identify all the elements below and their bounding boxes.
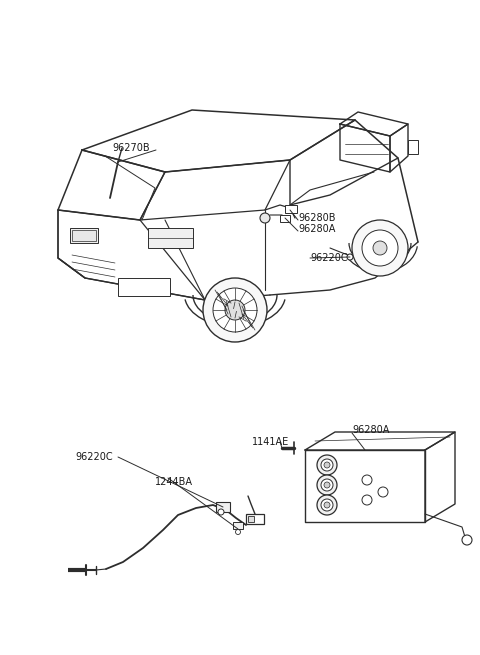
Bar bbox=[148, 228, 193, 248]
Bar bbox=[70, 228, 98, 243]
Circle shape bbox=[213, 288, 257, 332]
Circle shape bbox=[373, 241, 387, 255]
Bar bbox=[216, 502, 230, 512]
Circle shape bbox=[462, 535, 472, 545]
Circle shape bbox=[378, 487, 388, 497]
Circle shape bbox=[321, 459, 333, 471]
Bar bbox=[408, 140, 418, 154]
Circle shape bbox=[362, 475, 372, 485]
Circle shape bbox=[317, 455, 337, 475]
Text: 1244BA: 1244BA bbox=[155, 477, 193, 487]
Bar bbox=[72, 230, 96, 241]
Circle shape bbox=[317, 495, 337, 515]
Bar bbox=[248, 516, 254, 522]
Circle shape bbox=[225, 300, 245, 320]
Circle shape bbox=[347, 254, 353, 260]
Circle shape bbox=[203, 278, 267, 342]
Bar bbox=[280, 215, 290, 222]
Circle shape bbox=[218, 509, 224, 515]
Circle shape bbox=[352, 220, 408, 276]
Circle shape bbox=[260, 213, 270, 223]
Bar bbox=[246, 514, 264, 524]
Circle shape bbox=[317, 475, 337, 495]
Text: 96220C: 96220C bbox=[310, 253, 348, 263]
Circle shape bbox=[321, 499, 333, 511]
Text: 96220C: 96220C bbox=[75, 452, 113, 462]
Text: 96280A: 96280A bbox=[298, 224, 336, 234]
Bar bbox=[233, 522, 243, 529]
Circle shape bbox=[324, 482, 330, 488]
Circle shape bbox=[362, 495, 372, 505]
Circle shape bbox=[362, 230, 398, 266]
Text: 1141AE: 1141AE bbox=[252, 437, 289, 447]
Circle shape bbox=[324, 462, 330, 468]
Text: 96280A: 96280A bbox=[352, 425, 389, 435]
Bar bbox=[285, 205, 297, 213]
Circle shape bbox=[236, 529, 240, 534]
Circle shape bbox=[321, 479, 333, 491]
Text: 96270B: 96270B bbox=[112, 143, 150, 153]
Text: 96280B: 96280B bbox=[298, 213, 336, 223]
Circle shape bbox=[324, 502, 330, 508]
Bar bbox=[118, 278, 170, 296]
